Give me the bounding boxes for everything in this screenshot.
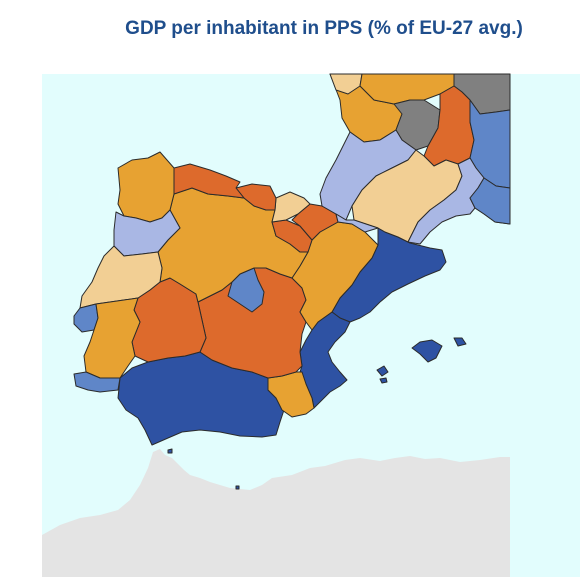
region-poitou-charentes[interactable]: [329, 73, 363, 95]
region-alentejo[interactable]: [83, 297, 141, 379]
north-africa: [42, 449, 510, 577]
island-formentera[interactable]: [379, 377, 388, 384]
region-navarra[interactable]: [291, 203, 339, 241]
island-mallorca[interactable]: [411, 339, 443, 363]
island-menorca[interactable]: [453, 337, 467, 347]
ceuta-enclave: [167, 448, 173, 454]
melilla-enclave: [235, 485, 240, 490]
region-asturias[interactable]: [173, 163, 245, 199]
region-algarve[interactable]: [73, 371, 121, 393]
region-madrid[interactable]: [227, 267, 265, 313]
region-la-rioja[interactable]: [271, 219, 313, 253]
region-pais-vasco[interactable]: [271, 191, 311, 223]
region-andorra-area: [335, 213, 379, 233]
map-title: GDP per inhabitant in PPS (% of EU-27 av…: [125, 18, 523, 39]
region-cantabria[interactable]: [235, 183, 277, 211]
island-ibiza[interactable]: [376, 365, 389, 377]
sea-area-right: [510, 74, 580, 577]
region-paca-coast[interactable]: [469, 177, 511, 225]
region-comunitat-valenciana[interactable]: [297, 311, 351, 409]
